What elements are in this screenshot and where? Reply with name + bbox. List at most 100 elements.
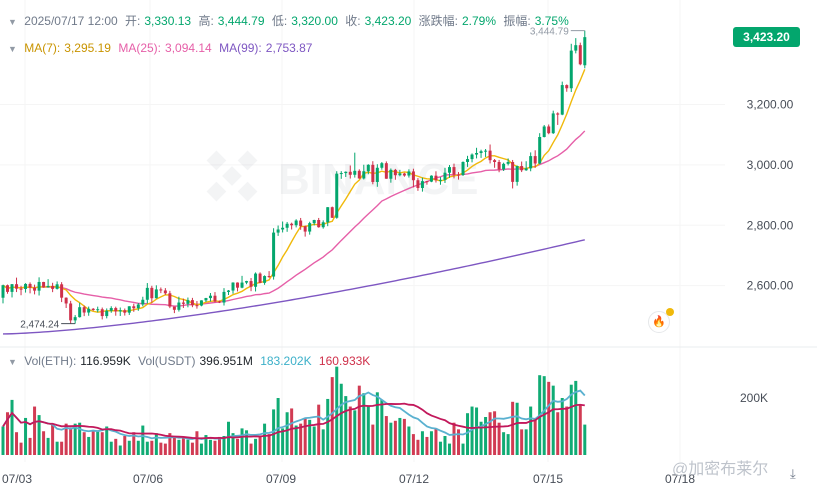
volume-bar — [551, 385, 555, 455]
volume-bar — [520, 429, 524, 455]
volume-bar — [416, 439, 420, 455]
candle-body — [353, 170, 357, 175]
volume-bar — [55, 441, 59, 455]
candle-body — [231, 282, 235, 291]
candle-body — [91, 308, 95, 310]
volume-bar — [578, 404, 582, 455]
volume-bar — [46, 437, 50, 455]
candle-body — [308, 223, 312, 232]
candle-body — [249, 281, 253, 287]
candle-body — [466, 159, 470, 162]
candle-body — [506, 161, 510, 164]
volume-bar — [348, 406, 352, 455]
download-icon[interactable]: ⤓ — [790, 466, 796, 481]
amplitude-label: 振幅: — [503, 14, 531, 28]
volume-bar — [515, 402, 519, 455]
candle-body — [100, 309, 104, 317]
volume-ma2-line — [2, 402, 585, 440]
candle-body — [267, 276, 271, 278]
volume-bar — [380, 399, 384, 455]
collapse-caret-icon[interactable]: ▼ — [8, 17, 17, 27]
volume-bar — [290, 408, 294, 455]
low-label: 低: — [271, 14, 288, 28]
volume-bar — [245, 430, 249, 455]
candle-body — [37, 281, 41, 291]
close-label: 收: — [345, 14, 361, 28]
candle-body — [457, 174, 461, 176]
axis-labels: 2,600.00 2,800.00 3,000.00 3,200.00 200K 07/0… — [2, 98, 794, 486]
notification-dot — [666, 308, 674, 316]
date-tick-label: 07/09 — [266, 472, 296, 486]
ma-lines — [2, 69, 586, 335]
candle-body — [245, 281, 249, 283]
volume-bar — [429, 431, 433, 455]
volume-bar — [511, 401, 515, 455]
volume-bar — [28, 437, 32, 455]
candle-body — [339, 173, 343, 175]
ma7-line — [2, 69, 586, 313]
candle-body — [33, 287, 37, 291]
candle-body — [78, 307, 82, 318]
volume-bar — [461, 443, 465, 455]
volume-bar — [330, 377, 334, 455]
volume-bar — [569, 384, 573, 455]
candle-body — [96, 309, 100, 311]
volume-bar — [208, 439, 212, 455]
candle-body — [177, 302, 181, 310]
candle-body — [484, 150, 488, 152]
volume-bar — [402, 418, 406, 455]
candle-body — [380, 163, 384, 168]
candle-body — [195, 305, 199, 307]
ma99-label: MA(99): — [219, 41, 262, 55]
candle-body — [515, 166, 519, 182]
volume-bar — [375, 392, 379, 455]
vol-eth-label: Vol(ETH): — [24, 354, 77, 368]
volume-bar — [217, 436, 221, 455]
date-tick-label: 07/06 — [133, 472, 163, 486]
volume-bar — [227, 421, 230, 455]
price-tick-label: 2,600.00 — [747, 279, 794, 293]
volume-bar — [177, 439, 181, 455]
volume-bar — [19, 442, 23, 455]
candle-body — [321, 222, 325, 228]
volume-bar — [466, 413, 470, 455]
ma25-value: 3,094.14 — [165, 41, 212, 55]
volume-bar — [574, 380, 578, 455]
candle-body — [362, 171, 366, 179]
candle-body — [560, 85, 564, 115]
candle-body — [429, 175, 433, 182]
vol-caret-icon[interactable]: ▼ — [8, 357, 17, 367]
volume-bar — [366, 406, 370, 455]
volume-bar — [484, 417, 488, 455]
candle-body — [24, 283, 28, 289]
volume-bar — [447, 443, 451, 455]
candle-body — [556, 113, 560, 115]
candle-body — [285, 223, 289, 228]
volume-bar — [326, 398, 330, 455]
volume-bar — [317, 404, 321, 455]
ma-caret-icon[interactable]: ▼ — [8, 44, 17, 54]
author-watermark: @加密布莱尔 — [672, 461, 769, 478]
volume-bar — [195, 431, 199, 455]
candle-body — [303, 226, 307, 232]
volume-bar — [51, 424, 55, 455]
vol-usdt-value: 396.951M — [199, 354, 253, 368]
volume-bar — [506, 434, 510, 455]
volume-bar — [398, 417, 402, 455]
volume-ma-lines — [2, 389, 586, 440]
candle-body — [317, 220, 321, 228]
high-label: 高: — [198, 14, 214, 28]
volume-bar — [263, 423, 267, 455]
candle-body — [425, 181, 429, 183]
volume-bar — [254, 438, 258, 455]
ma-info-row: ▼ MA(7): 3,295.19 MA(25): 3,094.14 MA(99):… — [8, 41, 316, 55]
candle-body — [357, 170, 361, 179]
candle-body — [254, 273, 258, 287]
candle-body — [538, 137, 542, 164]
volume-bar — [384, 416, 388, 455]
flame-icon[interactable]: 🔥 — [648, 311, 670, 333]
volume-bar — [493, 411, 497, 455]
candle-body — [434, 175, 438, 181]
candle-body — [168, 293, 172, 307]
